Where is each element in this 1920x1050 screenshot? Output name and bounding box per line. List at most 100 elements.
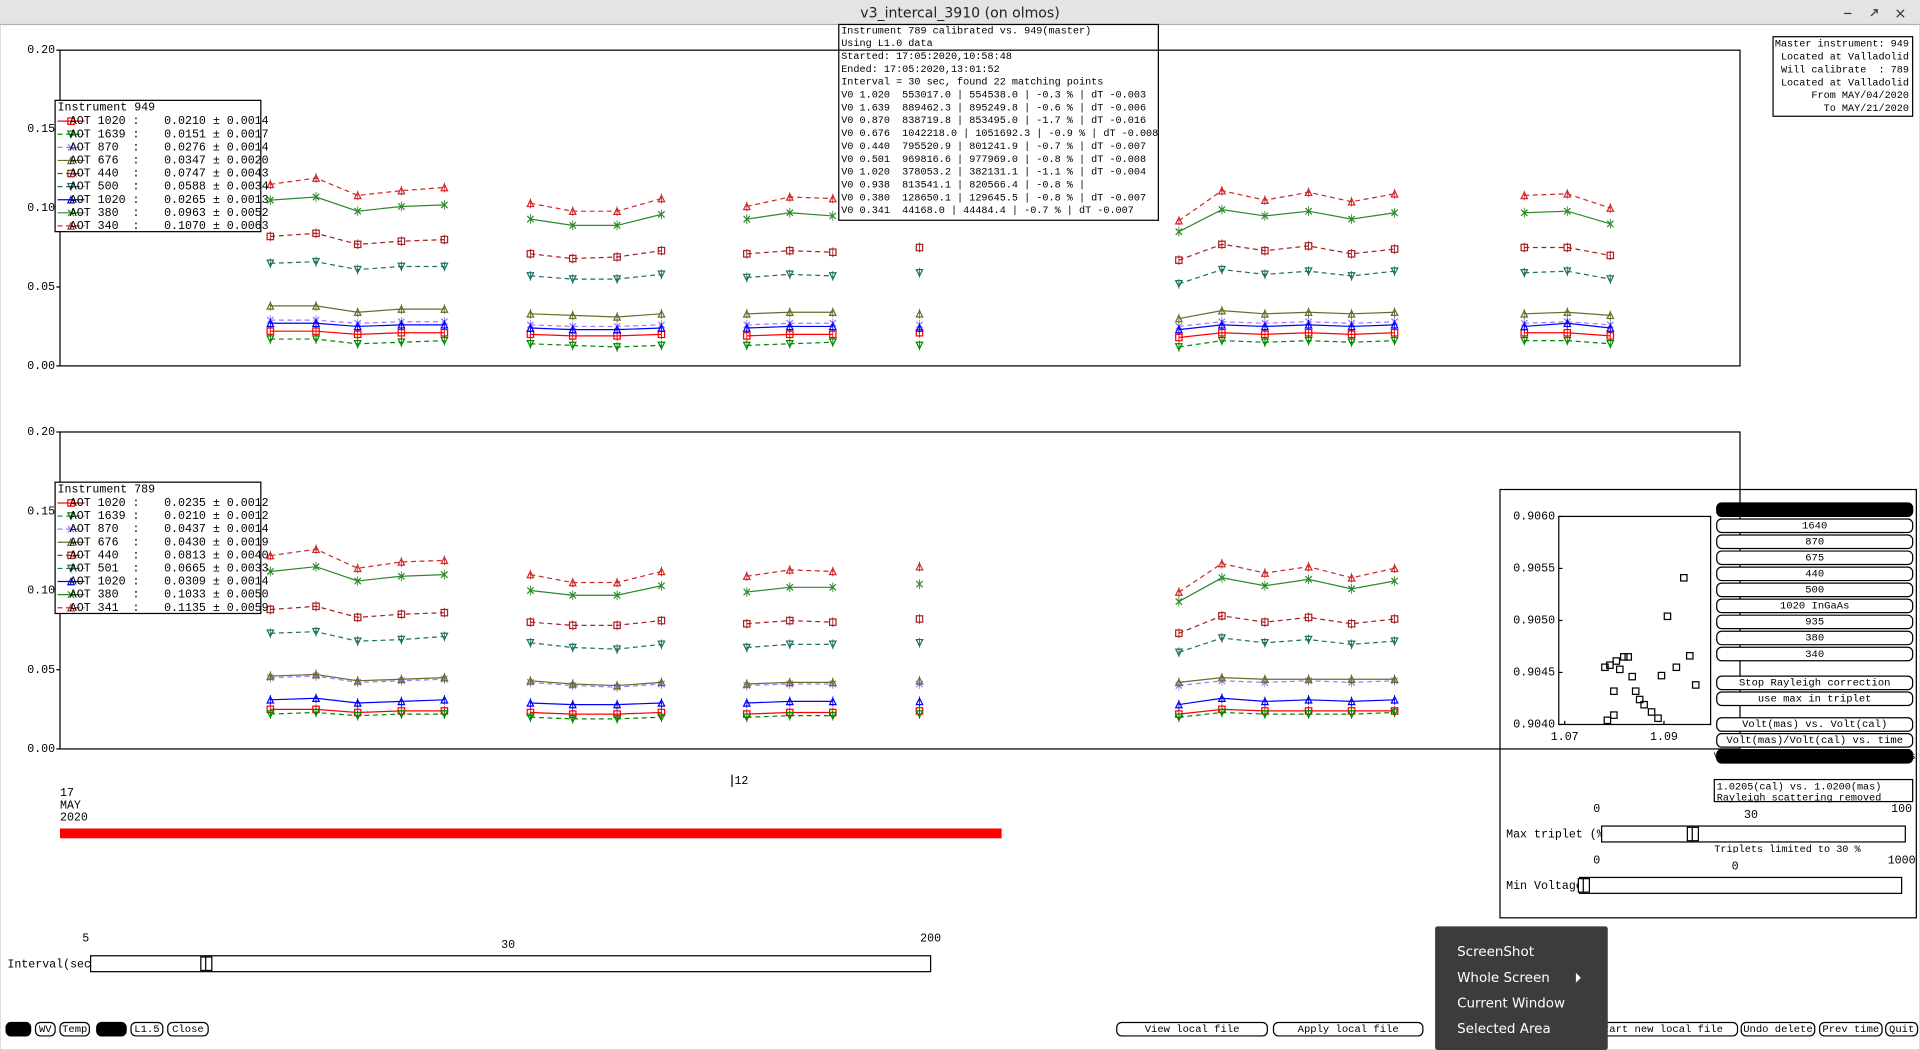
button[interactable] [34, 1021, 56, 1037]
button[interactable] [1716, 748, 1914, 764]
button-label[interactable]: 675 [1805, 553, 1824, 565]
button-label[interactable]: Quit [1889, 1024, 1914, 1036]
series-line [530, 343, 662, 348]
button[interactable] [1716, 691, 1914, 707]
legend-name: AOT 501 : [70, 563, 140, 576]
button-label[interactable]: Volt(mas) vs. Volt(cal) [1742, 719, 1887, 731]
data-point [1217, 265, 1227, 275]
menu-item[interactable]: Whole Screen [1457, 971, 1550, 986]
data-point [526, 570, 535, 579]
data-point [612, 645, 622, 654]
data-point [353, 340, 362, 349]
button-label[interactable]: Temp [62, 1024, 87, 1036]
data-point [526, 340, 535, 349]
button[interactable] [1716, 566, 1914, 582]
data-point [440, 320, 449, 329]
status-line: 1.0205(cal) vs. 1.0200(mas) [1717, 782, 1882, 794]
button-label[interactable]: Start new local file [1597, 1024, 1723, 1036]
button[interactable] [1716, 646, 1914, 662]
button-label[interactable]: 340 [1805, 649, 1824, 661]
data-point [353, 190, 362, 200]
button-label[interactable]: 870 [1805, 537, 1824, 549]
button[interactable] [1716, 518, 1914, 534]
button[interactable] [1716, 630, 1914, 646]
button-label[interactable]: WV [39, 1024, 52, 1036]
data-point [312, 563, 320, 571]
button-label[interactable]: 1020 InGaAs [1780, 601, 1849, 613]
button[interactable] [1740, 1021, 1816, 1037]
button[interactable] [1116, 1021, 1268, 1037]
data-point [568, 341, 577, 350]
data-point [1606, 220, 1614, 228]
slider-track[interactable] [1601, 825, 1906, 843]
data-point [1304, 575, 1313, 583]
scatter-point [1654, 714, 1662, 723]
button[interactable] [1716, 717, 1914, 732]
button[interactable] [1716, 550, 1914, 566]
data-point [266, 629, 275, 638]
title-bar [0, 0, 1920, 25]
data-point [568, 206, 577, 215]
data-point [742, 619, 751, 628]
data-point [526, 713, 535, 722]
button-label[interactable]: Stop Rayleigh correction [1739, 678, 1890, 690]
button[interactable] [1716, 614, 1914, 630]
data-point [1175, 597, 1183, 606]
button-label[interactable]: View local file [1145, 1024, 1240, 1036]
button-label[interactable]: 380 [1805, 633, 1824, 645]
scatter-point [1610, 711, 1618, 719]
button[interactable] [1716, 502, 1914, 518]
button[interactable] [5, 1021, 32, 1037]
menu-item[interactable]: Current Window [1457, 996, 1565, 1011]
button-label[interactable]: 1020 [1802, 504, 1827, 516]
info-line: V0 0.938 813541.1 | 820566.4 | -0.8 % | [841, 179, 1085, 191]
button[interactable] [167, 1021, 209, 1037]
data-point [1218, 574, 1226, 582]
button-label[interactable]: use max in triplet [1758, 694, 1872, 706]
data-point [612, 312, 622, 321]
data-point [1390, 307, 1399, 317]
data-point [915, 268, 924, 278]
menu-item[interactable]: ScreenShot [1457, 945, 1534, 960]
data-point [397, 304, 406, 313]
maximize-button[interactable] [1870, 9, 1878, 17]
button-label[interactable]: AOT [9, 1024, 28, 1036]
button-label[interactable]: Apply local file [1298, 1024, 1399, 1036]
data-point [312, 602, 320, 611]
button-label[interactable]: L1.0 [99, 1024, 124, 1036]
data-point [353, 676, 362, 685]
button-label[interactable]: Volt(mas)/Volt(cal) vs. Air Mass [1714, 751, 1916, 763]
button[interactable] [1716, 534, 1914, 550]
button[interactable] [130, 1021, 164, 1037]
button-label[interactable]: 500 [1805, 585, 1824, 597]
button[interactable] [1716, 598, 1914, 614]
button[interactable] [1716, 733, 1914, 748]
button-label[interactable]: 440 [1805, 569, 1824, 581]
data-point [1260, 674, 1270, 684]
button-label[interactable]: 1640 [1802, 521, 1827, 533]
button-label[interactable]: L1.5 [134, 1024, 159, 1036]
button[interactable] [1885, 1021, 1919, 1037]
slider-track[interactable] [90, 955, 932, 973]
button[interactable] [1272, 1021, 1424, 1037]
button[interactable] [96, 1021, 127, 1037]
y-tick-label: 0.9040 [1513, 719, 1555, 732]
button-label[interactable]: Close [172, 1024, 204, 1036]
slider-track[interactable] [1578, 876, 1903, 894]
button-label[interactable]: Volt(mas)/Volt(cal) vs. time [1726, 735, 1903, 747]
button-label[interactable]: 935 [1805, 617, 1824, 629]
close-button[interactable] [1896, 9, 1905, 18]
data-point [311, 669, 321, 679]
data-point [440, 673, 449, 682]
button[interactable] [1818, 1021, 1883, 1037]
data-point [397, 320, 406, 329]
master-line: Will calibrate : 789 [1781, 64, 1909, 76]
button[interactable] [1716, 582, 1914, 598]
legend-marker [66, 564, 76, 573]
button-label[interactable]: Undo delete [1743, 1024, 1812, 1036]
button[interactable] [1716, 675, 1914, 691]
menu-item[interactable]: Selected Area [1457, 1022, 1551, 1037]
button[interactable] [59, 1021, 90, 1037]
button-label[interactable]: Prev time [1822, 1024, 1879, 1036]
data-point [397, 674, 406, 684]
